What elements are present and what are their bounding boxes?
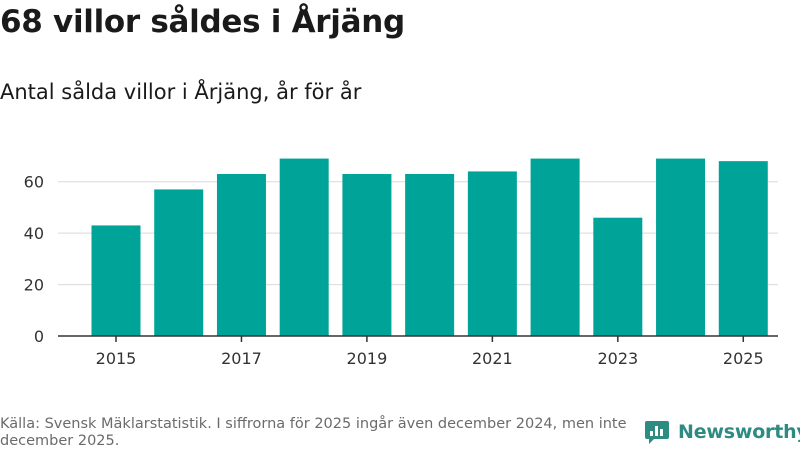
- bar-2017[interactable]: [216, 174, 266, 336]
- bar-2020[interactable]: [405, 174, 455, 336]
- bar-2022[interactable]: [530, 158, 580, 336]
- source-note: Källa: Svensk Mäklarstatistik. I siffror…: [0, 416, 627, 449]
- bar-2025[interactable]: [718, 161, 768, 336]
- chart-title: 68 villor såldes i Årjäng: [0, 4, 405, 40]
- bar-2016[interactable]: [154, 189, 204, 336]
- brand-logo[interactable]: Newsworthy: [644, 419, 800, 445]
- bar-2021[interactable]: [467, 171, 517, 336]
- bar-2018[interactable]: [279, 158, 329, 336]
- y-tick-label: 40: [24, 224, 44, 243]
- x-axis: 2015 2017 2019 2021 2023 2025: [58, 335, 778, 368]
- x-tick-label: 2021: [472, 349, 513, 368]
- y-tick-label: 60: [24, 173, 44, 192]
- bar-2015[interactable]: [91, 225, 141, 336]
- brand-name: Newsworthy: [678, 421, 800, 443]
- x-tick-label: 2019: [347, 349, 388, 368]
- x-tick-label: 2015: [96, 349, 137, 368]
- bars: [91, 158, 768, 336]
- y-tick-label: 0: [34, 327, 44, 346]
- chart-subtitle: Antal sålda villor i Årjäng, år för år: [0, 80, 362, 104]
- bar-2024[interactable]: [656, 158, 706, 336]
- bar-2019[interactable]: [342, 174, 392, 336]
- newsworthy-logo-icon: [645, 421, 669, 444]
- y-tick-label: 20: [24, 276, 44, 295]
- x-tick-label: 2025: [723, 349, 764, 368]
- x-tick-label: 2017: [221, 349, 262, 368]
- x-tick-label: 2023: [597, 349, 638, 368]
- y-axis-ticks: 0 20 40 60: [24, 173, 44, 346]
- bar-2023[interactable]: [593, 217, 643, 336]
- bar-chart: 0 20 40 60 2015 2017 2019 2021 2023 2025: [24, 158, 778, 368]
